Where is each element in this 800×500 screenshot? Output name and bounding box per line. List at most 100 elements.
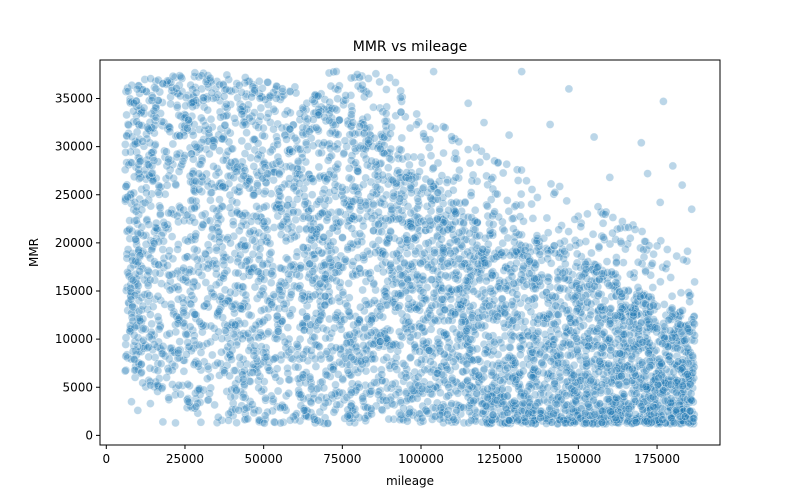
scatter-point bbox=[574, 407, 584, 417]
scatter-point bbox=[438, 226, 448, 236]
scatter-point bbox=[178, 318, 188, 328]
scatter-point bbox=[524, 403, 534, 412]
scatter-point bbox=[451, 217, 460, 227]
scatter-point bbox=[279, 299, 289, 309]
scatter-point bbox=[154, 324, 164, 334]
scatter-point bbox=[403, 304, 413, 313]
scatter-point bbox=[208, 204, 218, 213]
scatter-point bbox=[652, 324, 662, 333]
scatter-point bbox=[320, 292, 330, 301]
scatter-point bbox=[325, 333, 335, 343]
scatter-point bbox=[651, 372, 661, 382]
scatter-point bbox=[331, 343, 341, 353]
scatter-point bbox=[588, 419, 598, 429]
scatter-point bbox=[627, 376, 637, 385]
scatter-point bbox=[206, 261, 215, 270]
scatter-point bbox=[408, 265, 418, 275]
scatter-point bbox=[315, 195, 325, 204]
scatter-point bbox=[177, 74, 187, 83]
scatter-point bbox=[328, 237, 338, 247]
scatter-point bbox=[625, 338, 635, 347]
scatter-point bbox=[507, 272, 517, 281]
scatter-point bbox=[169, 307, 179, 317]
scatter-point bbox=[667, 303, 677, 313]
scatter-point bbox=[194, 185, 204, 194]
scatter-point bbox=[129, 330, 139, 340]
scatter-point bbox=[614, 359, 624, 369]
scatter-point bbox=[175, 149, 185, 158]
points-layer bbox=[120, 67, 699, 429]
scatter-point bbox=[221, 151, 231, 160]
scatter-point bbox=[353, 253, 363, 263]
scatter-point bbox=[615, 349, 625, 358]
scatter-point bbox=[275, 203, 285, 213]
scatter-point bbox=[617, 416, 627, 426]
scatter-point bbox=[397, 309, 407, 319]
scatter-point bbox=[174, 285, 183, 294]
scatter-point bbox=[240, 241, 250, 250]
scatter-point bbox=[258, 131, 267, 140]
scatter-point bbox=[237, 401, 246, 411]
scatter-point bbox=[232, 167, 241, 177]
scatter-point bbox=[248, 400, 257, 409]
scatter-point bbox=[547, 418, 557, 427]
scatter-point bbox=[322, 370, 332, 380]
scatter-point bbox=[170, 73, 180, 82]
scatter-point bbox=[267, 300, 276, 309]
scatter-point bbox=[254, 116, 264, 126]
scatter-point bbox=[530, 390, 540, 400]
scatter-point bbox=[444, 316, 453, 325]
scatter-point bbox=[145, 275, 155, 285]
scatter-point bbox=[120, 366, 130, 376]
scatter-point bbox=[179, 366, 189, 376]
scatter-point bbox=[160, 146, 169, 156]
scatter-point bbox=[451, 209, 461, 219]
scatter-point bbox=[414, 273, 424, 282]
scatter-point bbox=[274, 168, 284, 178]
scatter-point bbox=[572, 249, 582, 259]
scatter-point bbox=[359, 221, 368, 231]
scatter-point bbox=[192, 142, 202, 152]
scatter-point bbox=[580, 262, 589, 272]
scatter-point bbox=[235, 209, 244, 219]
scatter-point bbox=[190, 218, 199, 227]
scatter-point bbox=[356, 302, 365, 312]
scatter-point bbox=[489, 404, 499, 414]
scatter-point bbox=[128, 316, 138, 326]
scatter-point bbox=[424, 213, 433, 223]
scatter-point bbox=[258, 317, 268, 327]
scatter-point bbox=[394, 236, 404, 245]
scatter-point bbox=[286, 262, 295, 271]
scatter-point bbox=[501, 300, 511, 310]
scatter-point bbox=[377, 227, 387, 237]
scatter-point bbox=[219, 273, 228, 283]
scatter-point bbox=[410, 340, 419, 350]
scatter-point bbox=[556, 283, 565, 293]
scatter-point bbox=[250, 363, 260, 373]
scatter-point bbox=[231, 299, 240, 309]
scatter-point bbox=[414, 213, 424, 223]
scatter-point bbox=[286, 131, 296, 140]
scatter-point bbox=[580, 408, 590, 418]
scatter-point bbox=[140, 109, 149, 118]
scatter-point bbox=[338, 287, 348, 297]
scatter-point bbox=[261, 186, 270, 196]
scatter-point bbox=[138, 301, 148, 311]
scatter-point bbox=[225, 203, 235, 213]
scatter-point bbox=[521, 392, 531, 401]
scatter-point bbox=[131, 361, 140, 371]
scatter-point bbox=[469, 287, 479, 296]
scatter-point bbox=[452, 198, 461, 207]
scatter-point bbox=[314, 162, 324, 172]
scatter-point bbox=[194, 385, 204, 395]
scatter-point bbox=[311, 362, 321, 371]
scatter-point bbox=[528, 333, 538, 343]
scatter-point bbox=[405, 183, 415, 193]
scatter-point bbox=[631, 380, 640, 390]
scatter-point bbox=[553, 358, 563, 368]
scatter-point bbox=[563, 327, 572, 337]
scatter-point bbox=[549, 411, 558, 421]
scatter-point bbox=[565, 314, 575, 323]
scatter-point bbox=[276, 221, 286, 231]
